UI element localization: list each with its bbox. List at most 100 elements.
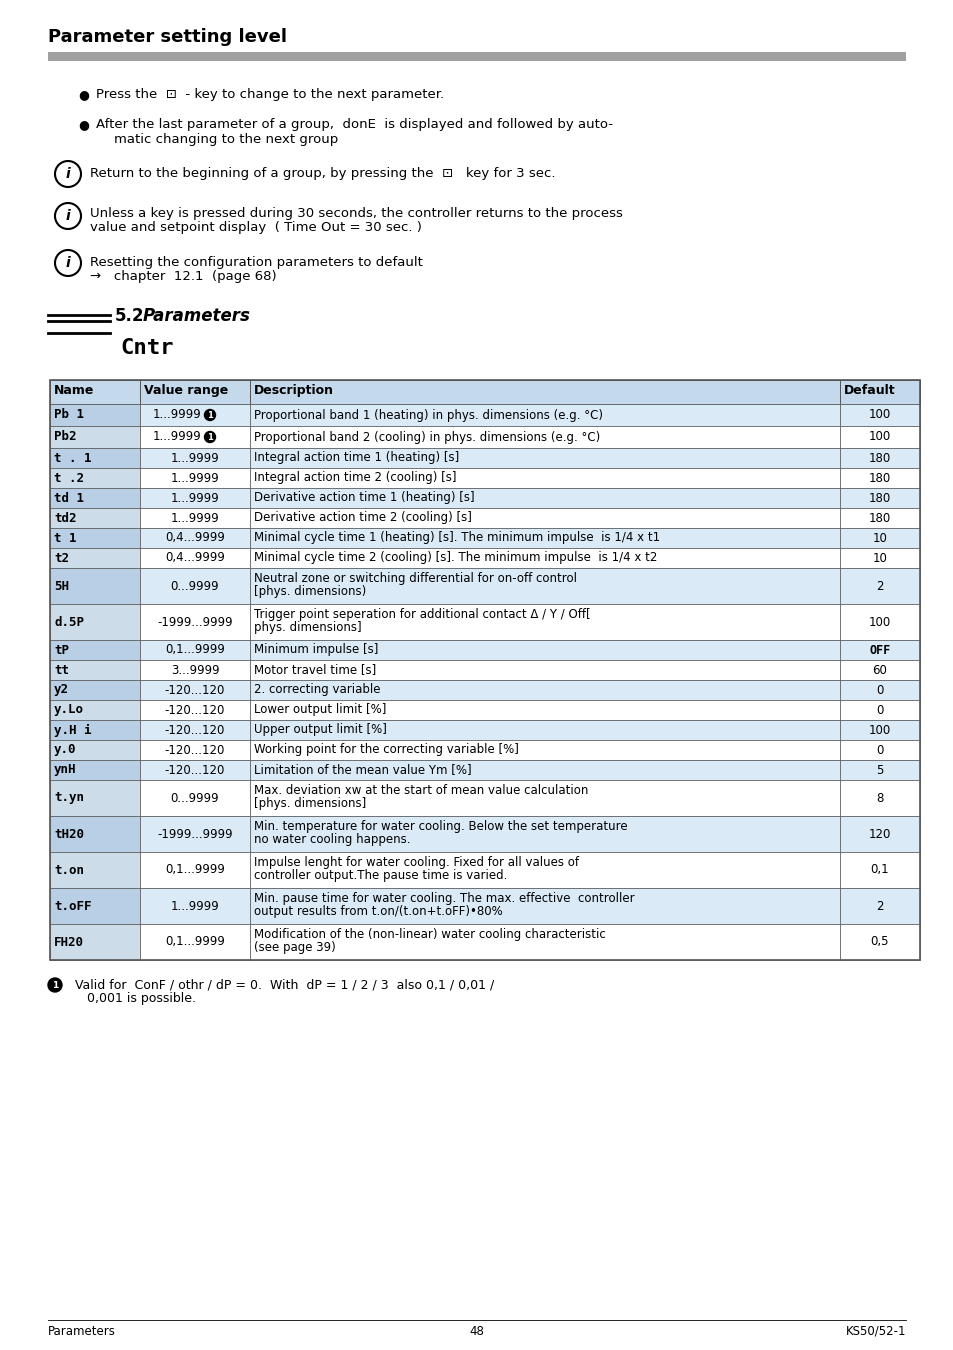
Text: Parameter setting level: Parameter setting level <box>48 28 287 46</box>
Text: 1: 1 <box>51 980 58 990</box>
Bar <box>50 680 140 701</box>
Text: Neutral zone or switching differential for on-off control: Neutral zone or switching differential f… <box>253 572 577 585</box>
Text: Value range: Value range <box>144 383 228 397</box>
Bar <box>250 815 840 852</box>
Bar <box>840 379 919 404</box>
Bar <box>50 427 140 448</box>
Bar <box>840 680 919 701</box>
Bar <box>140 448 250 468</box>
Text: 0,1...9999: 0,1...9999 <box>165 644 225 656</box>
Bar <box>840 660 919 680</box>
Bar <box>840 568 919 603</box>
Text: 1...9999: 1...9999 <box>171 451 219 464</box>
Bar <box>50 923 140 960</box>
Bar <box>840 603 919 640</box>
Text: controller output.The pause time is varied.: controller output.The pause time is vari… <box>253 869 507 882</box>
Text: d.5P: d.5P <box>54 616 84 629</box>
Text: 2. correcting variable: 2. correcting variable <box>253 683 380 697</box>
Bar <box>250 923 840 960</box>
Text: -120...120: -120...120 <box>165 724 225 737</box>
Text: i: i <box>66 167 71 181</box>
Text: 1...9999: 1...9999 <box>152 409 201 421</box>
Bar <box>250 379 840 404</box>
Text: 0,5: 0,5 <box>870 936 888 949</box>
Bar <box>250 660 840 680</box>
Bar <box>140 568 250 603</box>
Bar <box>140 923 250 960</box>
Bar <box>840 780 919 815</box>
Bar <box>250 468 840 487</box>
Bar <box>250 680 840 701</box>
Text: Valid for  ConF / othr / dP = 0.  With  dP = 1 / 2 / 3  also 0,1 / 0,01 /: Valid for ConF / othr / dP = 0. With dP … <box>67 977 494 991</box>
Bar <box>840 528 919 548</box>
Text: Limitation of the mean value Ym [%]: Limitation of the mean value Ym [%] <box>253 764 471 776</box>
Bar <box>140 427 250 448</box>
Text: Name: Name <box>54 383 94 397</box>
Text: KS50/52-1: KS50/52-1 <box>844 1324 905 1338</box>
Bar <box>140 720 250 740</box>
Bar <box>250 448 840 468</box>
Bar <box>840 888 919 923</box>
Text: matic changing to the next group: matic changing to the next group <box>113 134 338 146</box>
Bar <box>840 720 919 740</box>
Bar <box>140 852 250 888</box>
Bar <box>50 888 140 923</box>
Bar <box>840 468 919 487</box>
Text: 180: 180 <box>868 512 890 525</box>
Text: Modification of the (non-linear) water cooling characteristic: Modification of the (non-linear) water c… <box>253 927 605 941</box>
Circle shape <box>204 432 215 443</box>
Bar <box>840 760 919 780</box>
Bar <box>50 852 140 888</box>
Text: 8: 8 <box>876 791 882 805</box>
Text: OFF: OFF <box>868 644 890 656</box>
Text: 2: 2 <box>876 899 882 913</box>
Text: 48: 48 <box>469 1324 484 1338</box>
Text: 100: 100 <box>868 724 890 737</box>
Bar <box>50 487 140 508</box>
Text: 100: 100 <box>868 616 890 629</box>
Text: 5.2: 5.2 <box>115 306 144 325</box>
Text: y.0: y.0 <box>54 744 76 756</box>
Bar <box>250 404 840 427</box>
Bar <box>840 852 919 888</box>
Text: 180: 180 <box>868 471 890 485</box>
Text: -120...120: -120...120 <box>165 744 225 756</box>
Text: y.H i: y.H i <box>54 724 91 737</box>
Bar <box>50 508 140 528</box>
Text: 0,1...9999: 0,1...9999 <box>165 864 225 876</box>
Text: ynH: ynH <box>54 764 76 776</box>
Text: Description: Description <box>253 383 334 397</box>
Text: Minimal cycle time 2 (cooling) [s]. The minimum impulse  is 1/4 x t2: Minimal cycle time 2 (cooling) [s]. The … <box>253 552 657 564</box>
Text: Parameters: Parameters <box>143 306 251 325</box>
Bar <box>140 680 250 701</box>
Text: i: i <box>66 209 71 223</box>
Bar <box>50 448 140 468</box>
Text: Impulse lenght for water cooling. Fixed for all values of: Impulse lenght for water cooling. Fixed … <box>253 856 578 869</box>
Text: Default: Default <box>843 383 895 397</box>
Bar <box>250 640 840 660</box>
Bar <box>50 404 140 427</box>
Bar <box>50 760 140 780</box>
Bar <box>840 548 919 568</box>
Text: t . 1: t . 1 <box>54 451 91 464</box>
Bar <box>840 508 919 528</box>
Bar <box>50 548 140 568</box>
Text: 100: 100 <box>868 431 890 444</box>
Bar <box>250 760 840 780</box>
Text: y.Lo: y.Lo <box>54 703 84 717</box>
Text: tH20: tH20 <box>54 828 84 841</box>
Text: 1: 1 <box>207 410 213 420</box>
Text: 1: 1 <box>207 432 213 441</box>
Text: 1...9999: 1...9999 <box>171 899 219 913</box>
Bar <box>50 780 140 815</box>
Text: no water cooling happens.: no water cooling happens. <box>253 833 410 846</box>
Text: Unless a key is pressed during 30 seconds, the controller returns to the process: Unless a key is pressed during 30 second… <box>90 207 622 220</box>
Bar <box>140 468 250 487</box>
Bar <box>840 740 919 760</box>
Text: tt: tt <box>54 663 69 676</box>
Text: 0,1: 0,1 <box>870 864 888 876</box>
Text: t2: t2 <box>54 552 69 564</box>
Text: 10: 10 <box>872 532 886 544</box>
Bar <box>140 760 250 780</box>
Text: -1999...9999: -1999...9999 <box>157 828 233 841</box>
